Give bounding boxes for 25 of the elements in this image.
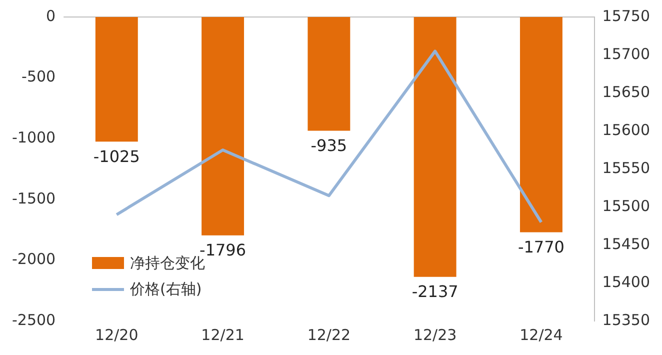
y2-tick-label: 15350 xyxy=(602,310,650,329)
data-label: -935 xyxy=(310,136,348,155)
y2-tick-label: 15400 xyxy=(602,272,650,291)
x-tick-label: 12/22 xyxy=(307,326,351,344)
data-label: -2137 xyxy=(412,282,458,302)
y2-tick-label: 15750 xyxy=(602,6,650,25)
y2-tick-label: 15450 xyxy=(602,234,650,253)
data-label: -1025 xyxy=(93,146,140,166)
legend-label: 价格(右轴) xyxy=(130,280,202,298)
x-tick-label: 12/24 xyxy=(520,326,563,344)
y2-tick-label: 15600 xyxy=(602,120,650,139)
x-tick-label: 12/21 xyxy=(201,326,244,344)
y2-tick-label: 15500 xyxy=(602,196,650,215)
y-tick-label: -1500 xyxy=(12,189,56,208)
y-tick-label: -1000 xyxy=(12,128,56,146)
x-tick-label: 12/23 xyxy=(413,326,457,344)
y2-tick-label: 15650 xyxy=(602,82,650,101)
y2-tick-label: 15700 xyxy=(602,44,650,63)
y-tick-label: -2000 xyxy=(12,250,56,268)
y-tick-label: -2500 xyxy=(12,310,56,329)
x-tick-label: 12/20 xyxy=(95,326,138,344)
y2-tick-label: 15550 xyxy=(602,158,650,177)
data-label: -1770 xyxy=(518,237,564,256)
y-tick-label: -500 xyxy=(22,68,56,86)
y-tick-label: 0 xyxy=(46,6,56,25)
